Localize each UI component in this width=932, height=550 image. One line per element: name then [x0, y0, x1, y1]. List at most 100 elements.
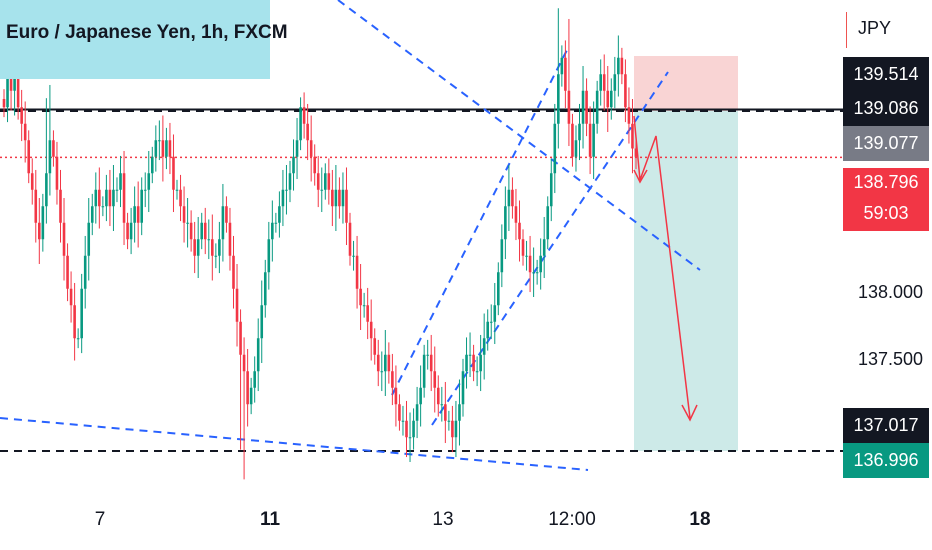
- candle-body: [500, 239, 504, 273]
- candle-body: [422, 354, 426, 388]
- trendline: [337, 0, 701, 271]
- take-profit-zone: [634, 111, 738, 451]
- projection-path: [633, 115, 691, 419]
- candle-body: [514, 206, 518, 223]
- candle-body: [380, 371, 384, 373]
- candle-body: [168, 140, 172, 157]
- candle-body: [359, 288, 362, 306]
- candle-body: [59, 189, 62, 223]
- candle-body: [218, 239, 221, 256]
- candle-body: [189, 222, 193, 240]
- candle-body: [451, 420, 454, 438]
- candle-body: [355, 255, 359, 289]
- price-badge: 59:03: [843, 195, 929, 231]
- candle-body: [528, 255, 532, 273]
- candle-body: [313, 156, 317, 174]
- candle-body: [366, 305, 369, 322]
- candle-body: [306, 123, 309, 141]
- candle-body: [553, 123, 557, 174]
- candle-body: [271, 222, 274, 240]
- price-badge: 139.077: [843, 126, 929, 161]
- price-badge: 136.996: [843, 443, 929, 478]
- candle-body: [20, 107, 23, 124]
- candle-body: [112, 189, 115, 207]
- symbol-title: Euro / Japanese Yen, 1h, FXCM: [6, 22, 288, 43]
- candle-body: [119, 173, 122, 190]
- candle-body: [398, 404, 401, 421]
- candle-body: [352, 255, 355, 257]
- candle-body: [535, 272, 539, 274]
- candle-body: [373, 338, 377, 355]
- candle-body: [620, 57, 624, 75]
- candle-body: [200, 222, 204, 240]
- candle-body: [567, 90, 571, 124]
- price-badge: 139.086: [843, 91, 929, 126]
- candle-body: [38, 222, 41, 240]
- candle-body: [292, 156, 295, 174]
- candle-body: [472, 354, 475, 372]
- candle-body: [557, 74, 560, 124]
- candle-body: [408, 437, 412, 439]
- candle-body: [327, 173, 331, 190]
- candle-body: [122, 173, 126, 223]
- candle-body: [285, 189, 288, 191]
- candle-body: [482, 338, 486, 355]
- candle-body: [458, 404, 461, 421]
- candle-body: [401, 420, 405, 422]
- candle-body: [196, 239, 200, 256]
- candle-body: [278, 206, 281, 223]
- candle-body: [66, 255, 69, 289]
- candle-body: [129, 222, 133, 240]
- candle-body: [602, 74, 606, 91]
- candle-body: [94, 189, 98, 207]
- candle-body: [338, 189, 341, 207]
- candle-body: [387, 354, 391, 372]
- candle-body: [341, 189, 345, 207]
- candle-body: [13, 74, 16, 91]
- symbol-title-box[interactable]: Euro / Japanese Yen, 1h, FXCM: [0, 0, 288, 79]
- price-badge: 137.017: [843, 408, 929, 443]
- candle-body: [542, 239, 546, 256]
- candle-body: [48, 140, 52, 174]
- candle-body: [521, 239, 525, 256]
- scale-divider: [846, 12, 847, 48]
- candle-body: [433, 371, 437, 388]
- candle-body: [606, 90, 610, 108]
- candle-body: [486, 321, 490, 339]
- candle-body: [207, 239, 211, 241]
- candle-body: [415, 404, 419, 421]
- candle-body: [489, 321, 493, 323]
- candle-body: [504, 206, 507, 240]
- candle-body: [179, 189, 182, 207]
- candle-body: [461, 371, 465, 405]
- candle-body: [281, 189, 285, 207]
- candle-body: [345, 189, 348, 223]
- candle-body: [87, 222, 91, 256]
- candle-body: [560, 57, 564, 75]
- candle-body: [98, 189, 101, 207]
- candle-body: [323, 173, 327, 190]
- candle-body: [133, 206, 136, 223]
- candle-body: [211, 239, 214, 256]
- candle-body: [348, 222, 352, 256]
- candle-body: [454, 420, 458, 438]
- candle-body: [391, 371, 394, 388]
- candle-body: [126, 222, 129, 240]
- candle-body: [412, 420, 415, 438]
- candle-body: [34, 189, 38, 223]
- trendline: [0, 417, 589, 471]
- candle-body: [172, 156, 175, 190]
- candle-body: [101, 206, 105, 208]
- candle-body: [182, 206, 186, 223]
- candle-body: [23, 123, 27, 141]
- candle-body: [2, 99, 6, 108]
- candle-body: [613, 74, 617, 91]
- candle-body: [52, 140, 55, 157]
- candle-body: [90, 206, 94, 223]
- candle-body: [150, 156, 154, 174]
- currency-label[interactable]: JPY: [858, 18, 892, 38]
- candle-body: [27, 140, 31, 174]
- candle-body: [186, 222, 189, 224]
